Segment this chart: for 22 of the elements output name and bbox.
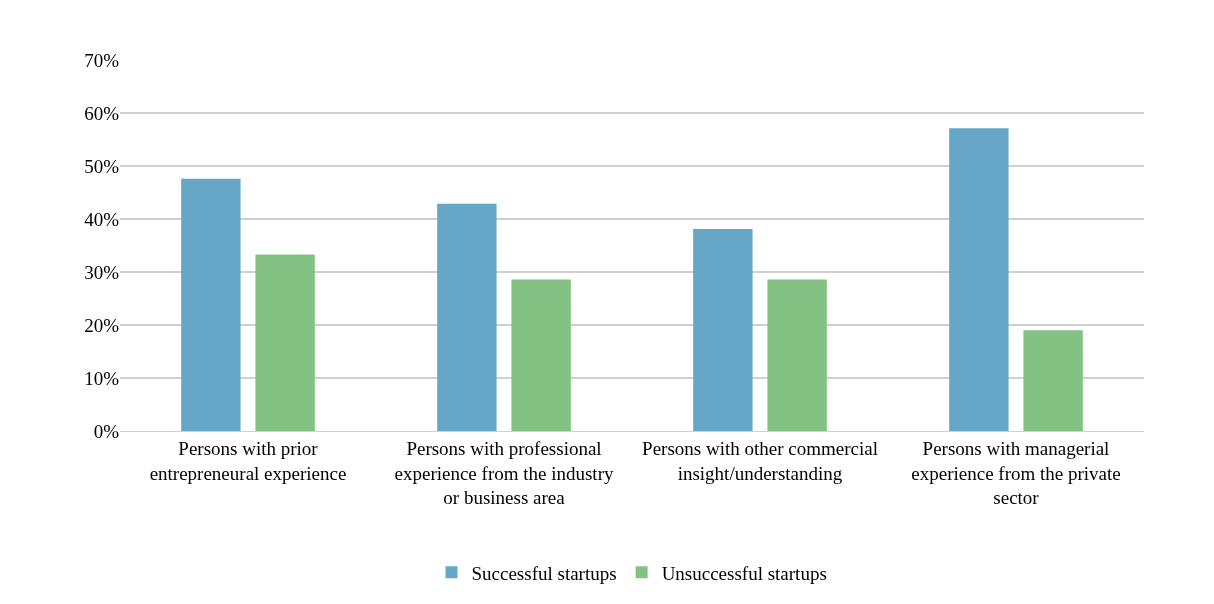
bar bbox=[255, 254, 315, 431]
y-tick-label: 60% bbox=[84, 102, 120, 124]
bar bbox=[181, 178, 241, 431]
bar bbox=[767, 279, 827, 431]
y-tick-label: 40% bbox=[84, 208, 120, 230]
bar bbox=[693, 229, 753, 431]
y-tick-label: 10% bbox=[84, 367, 120, 389]
legend-label: Unsuccessful startups bbox=[661, 562, 827, 584]
y-tick-label: 30% bbox=[84, 261, 120, 283]
y-tick-label: 0% bbox=[93, 420, 120, 442]
x-tick-label: Persons with other commercial insight/understanding bbox=[642, 437, 878, 484]
bar bbox=[511, 279, 571, 431]
bar bbox=[949, 128, 1009, 431]
y-tick-label: 70% bbox=[84, 49, 120, 71]
legend-label: Successful startups bbox=[471, 562, 617, 584]
x-tick-label: Persons with managerial experience from the private sector bbox=[911, 437, 1121, 509]
x-tick-label: Persons with prior entrepreneural experience bbox=[149, 437, 347, 484]
y-tick-label: 50% bbox=[84, 155, 120, 177]
y-tick-label: 20% bbox=[84, 314, 120, 336]
bar bbox=[1023, 330, 1083, 431]
x-tick-label: Persons with professional experience from the industry or business area bbox=[394, 437, 614, 509]
bar bbox=[437, 203, 497, 431]
